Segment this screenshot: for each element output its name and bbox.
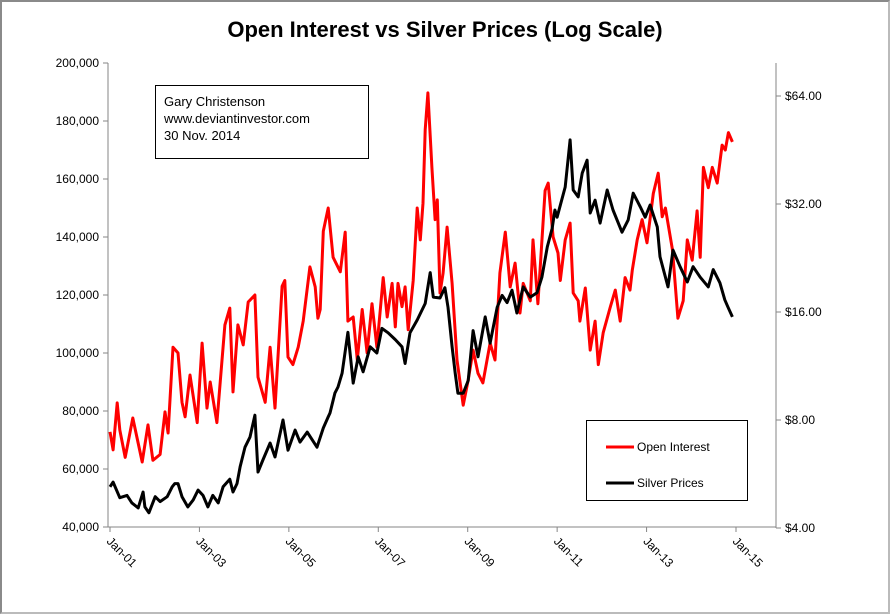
x-tick-label: Jan-03 (193, 534, 229, 570)
x-tick-label: Jan-01 (104, 534, 140, 570)
x-tick-label: Jan-09 (462, 534, 498, 570)
x-tick-label: Jan-11 (551, 534, 586, 569)
left-y-tick-label: 140,000 (56, 230, 100, 244)
left-y-tick-label: 120,000 (56, 288, 100, 302)
annotation-date: 30 Nov. 2014 (164, 128, 240, 143)
left-y-tick-label: 40,000 (62, 520, 99, 534)
right-y-tick-label: $4.00 (785, 521, 815, 535)
legend-label-silver-prices: Silver Prices (637, 476, 704, 490)
annotation-website: www.deviantinvestor.com (163, 111, 310, 126)
x-tick-label: Jan-15 (730, 534, 766, 570)
left-y-tick-label: 160,000 (56, 172, 100, 186)
x-tick-label: Jan-13 (640, 534, 676, 570)
left-y-tick-label: 80,000 (62, 404, 99, 418)
annotation-border (155, 85, 369, 159)
right-y-tick-label: $32.00 (785, 197, 822, 211)
left-y-tick-label: 60,000 (62, 462, 99, 476)
right-y-tick-label: $8.00 (785, 413, 815, 427)
chart-title: Open Interest vs Silver Prices (Log Scal… (227, 17, 662, 42)
left-y-tick-label: 100,000 (56, 346, 100, 360)
legend-label-open-interest: Open Interest (637, 440, 710, 454)
left-y-tick-label: 200,000 (56, 56, 100, 70)
right-y-tick-label: $64.00 (785, 89, 822, 103)
annotation-author: Gary Christenson (164, 94, 265, 109)
right-y-tick-label: $16.00 (785, 305, 822, 319)
silver-prices-line (108, 138, 734, 515)
x-tick-label: Jan-05 (283, 534, 319, 570)
x-tick-label: Jan-07 (372, 534, 408, 570)
legend-border (586, 420, 748, 501)
left-y-tick-label: 180,000 (56, 114, 100, 128)
open-interest-line (108, 91, 734, 464)
annotation-box: Gary Christenson www.deviantinvestor.com… (155, 85, 369, 159)
legend: Open Interest Silver Prices (586, 420, 748, 501)
